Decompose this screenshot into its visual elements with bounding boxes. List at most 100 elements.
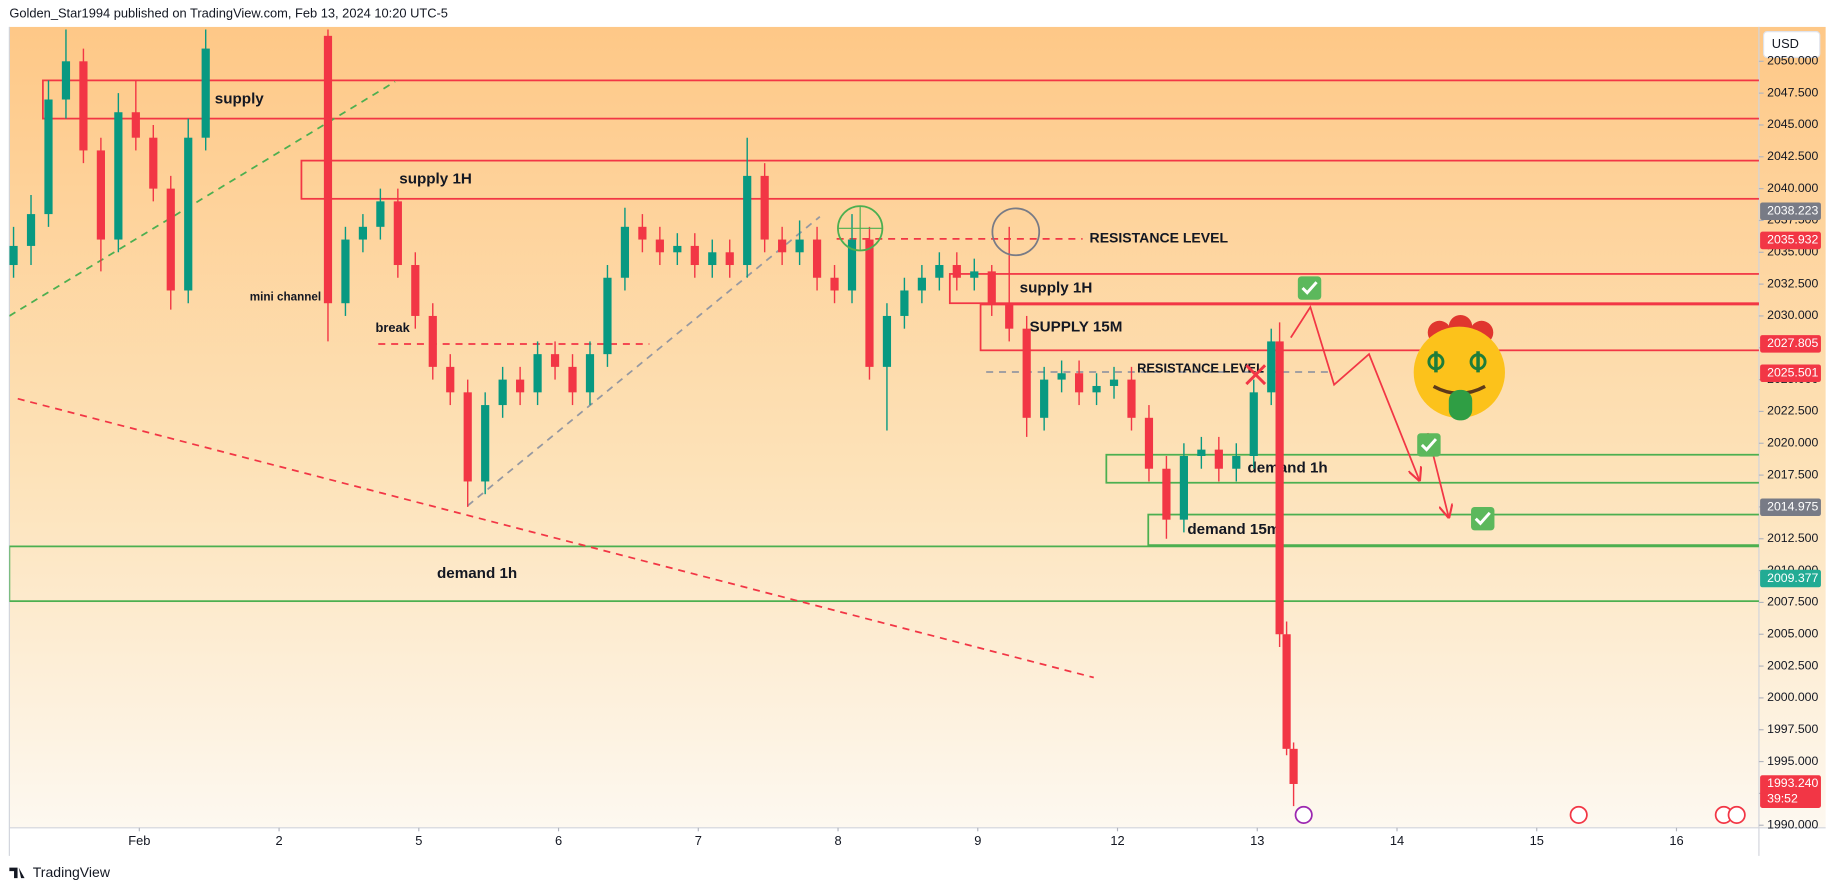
byline: Golden_Star1994 published on TradingView… bbox=[9, 5, 448, 20]
zone-label: SUPPLY 15M bbox=[1029, 318, 1122, 335]
x-tick-label: 15 bbox=[1530, 833, 1544, 848]
currency-label[interactable]: USD bbox=[1772, 36, 1799, 51]
y-tick-label: 2032.500 bbox=[1767, 276, 1818, 290]
candle-body bbox=[533, 354, 542, 393]
candle-body bbox=[411, 265, 420, 316]
zone-label: supply bbox=[215, 91, 265, 108]
y-tick-label: 1990.000 bbox=[1767, 817, 1818, 831]
candle-body bbox=[1267, 341, 1276, 393]
candle-body bbox=[201, 48, 210, 138]
candle-body bbox=[708, 252, 717, 266]
candle-body bbox=[9, 245, 18, 266]
candle-body bbox=[376, 201, 385, 227]
candle-body bbox=[620, 226, 630, 278]
circle-marker bbox=[991, 207, 1041, 257]
candle-body bbox=[131, 112, 140, 138]
price-badge bbox=[1760, 775, 1821, 808]
candle-body bbox=[1232, 455, 1241, 469]
x-tick-label: 7 bbox=[695, 833, 702, 848]
candle-body bbox=[341, 239, 350, 304]
candle-body bbox=[184, 137, 193, 291]
price-badge bbox=[1760, 569, 1821, 588]
drawing-line bbox=[17, 397, 1094, 679]
candle-body bbox=[1144, 417, 1154, 469]
brand-logo bbox=[9, 867, 25, 879]
y-tick-label: 2022.500 bbox=[1767, 404, 1818, 418]
y-tick-label: 1997.500 bbox=[1767, 722, 1818, 736]
candle-body bbox=[917, 277, 926, 291]
plot: supply supply 1H supply 1H SUPPLY 15M demand… bbox=[9, 29, 1759, 807]
check-icon bbox=[1297, 276, 1322, 300]
x-tick-label: 12 bbox=[1110, 833, 1124, 848]
candle-body bbox=[865, 239, 874, 367]
y-tick-label: 2012.500 bbox=[1767, 531, 1818, 545]
price-badge bbox=[1760, 498, 1821, 517]
brand: TradingView bbox=[33, 864, 111, 880]
candle-body bbox=[638, 226, 647, 240]
drawing-line bbox=[1290, 304, 1420, 480]
zone-label: demand 15m bbox=[1187, 521, 1280, 538]
y-tick-label: 2045.000 bbox=[1767, 117, 1818, 131]
plot-background bbox=[9, 26, 1826, 828]
x-tick-label: 2 bbox=[275, 833, 282, 848]
zone bbox=[300, 159, 1759, 200]
candle-body bbox=[79, 61, 88, 151]
price-badge bbox=[1760, 335, 1821, 353]
check-icon bbox=[1417, 433, 1441, 457]
candle-body bbox=[568, 366, 577, 393]
candle-body bbox=[812, 239, 822, 278]
candle-body bbox=[1074, 373, 1084, 393]
currency-button[interactable]: USD bbox=[1763, 31, 1821, 58]
zone bbox=[1147, 513, 1759, 547]
candle-body bbox=[550, 354, 560, 367]
y-tick-label: 2005.000 bbox=[1767, 626, 1818, 640]
candle-body bbox=[96, 150, 105, 240]
candle-body bbox=[760, 175, 769, 240]
y-tick-label: 2030.000 bbox=[1767, 308, 1818, 322]
zone-label: supply 1H bbox=[1020, 280, 1093, 297]
annotation: RESISTANCE LEVEL bbox=[1090, 230, 1229, 246]
y-tick-label: 2000.000 bbox=[1767, 690, 1818, 704]
candle-body bbox=[830, 277, 839, 291]
candle-body bbox=[1092, 385, 1101, 393]
price-badge-label: 2027.805 bbox=[1767, 336, 1818, 350]
price-badge bbox=[1760, 202, 1821, 221]
candle-body bbox=[1040, 379, 1049, 418]
price-badge bbox=[1760, 364, 1821, 383]
candle-body bbox=[585, 354, 595, 393]
price-badge-label: 2038.223 bbox=[1767, 203, 1818, 217]
candle-body bbox=[1179, 455, 1188, 520]
candle-body bbox=[1127, 379, 1136, 418]
candle-body bbox=[393, 201, 402, 266]
candle-body bbox=[795, 239, 804, 253]
y-tick-label: 2042.500 bbox=[1767, 149, 1818, 163]
candle-body bbox=[149, 137, 158, 189]
price-badge-label: 2014.975 bbox=[1767, 499, 1818, 513]
zone-label: demand 1h bbox=[437, 565, 517, 582]
candle-body bbox=[882, 315, 892, 367]
zone bbox=[42, 79, 1759, 120]
annotation: RESISTANCE LEVEL bbox=[1137, 360, 1264, 375]
candle-body bbox=[952, 265, 961, 278]
candle-body bbox=[358, 226, 368, 240]
candle-body bbox=[26, 214, 36, 246]
price-badge-label: 2025.501 bbox=[1767, 365, 1818, 379]
candle-body bbox=[114, 112, 123, 240]
drawing-line bbox=[467, 215, 821, 507]
y-tick-label: 2040.000 bbox=[1767, 181, 1818, 195]
candle-body bbox=[323, 35, 333, 304]
y-tick-label: 2020.000 bbox=[1767, 436, 1818, 450]
candle-body bbox=[1289, 748, 1298, 784]
candle-body bbox=[463, 392, 472, 482]
price-badge-timer: 39:52 bbox=[1767, 791, 1798, 805]
time-axis-background bbox=[9, 827, 1826, 856]
candle-body bbox=[1214, 449, 1223, 469]
candle-body bbox=[1022, 328, 1031, 418]
y-tick-label: 2047.500 bbox=[1767, 85, 1818, 99]
candle-body bbox=[1162, 468, 1171, 520]
x-tick-label: 9 bbox=[974, 833, 981, 848]
y-tick-label: 2017.500 bbox=[1767, 467, 1818, 481]
y-tick-label: 1995.000 bbox=[1767, 754, 1818, 768]
candle-body bbox=[1275, 341, 1284, 635]
